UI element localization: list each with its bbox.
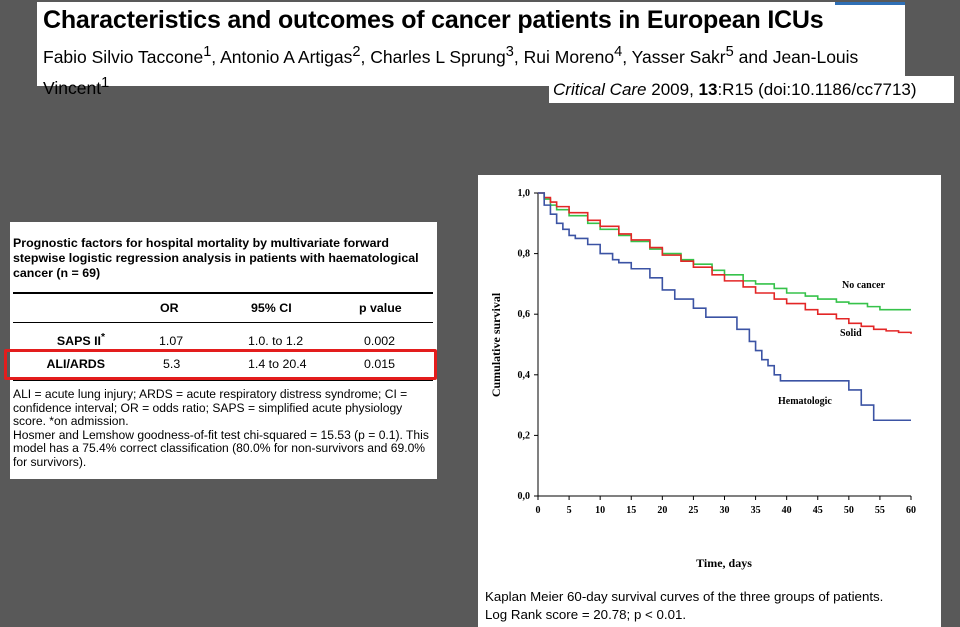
paper-title: Characteristics and outcomes of cancer p… xyxy=(43,6,824,34)
author-affiliation: 4 xyxy=(614,44,623,60)
column-header-ci: 95% CI xyxy=(251,301,292,315)
x-tick-label: 50 xyxy=(844,505,854,516)
x-axis-label: Time, days xyxy=(696,556,752,570)
figure-caption-line: Log Rank score = 20.78; p < 0.01. xyxy=(485,607,687,622)
table-caption: Prognostic factors for hospital mortalit… xyxy=(13,236,419,280)
author-separator: , xyxy=(513,46,524,67)
citation-volume: 13 xyxy=(698,80,718,99)
footnote-abbreviations: ALI = acute lung injury; ARDS = acute re… xyxy=(13,387,408,429)
x-tick-label: 45 xyxy=(813,505,823,516)
x-tick-label: 15 xyxy=(626,505,636,516)
author-name: Fabio Silvio Taccone xyxy=(43,46,204,67)
column-header-p: p value xyxy=(359,301,402,315)
y-tick-label: 0,2 xyxy=(518,430,531,441)
table-cell-or: 5.3 xyxy=(163,357,181,371)
author-affiliation: 3 xyxy=(505,44,514,60)
header-accent-bar xyxy=(835,2,905,5)
author-name: Charles L Sprung xyxy=(370,46,506,67)
y-tick-label: 0,6 xyxy=(518,309,531,320)
citation-year: 2009, xyxy=(646,80,699,99)
table-top-rule xyxy=(13,292,433,294)
y-tick-label: 0,4 xyxy=(518,370,531,381)
footnote-model-fit: Hosmer and Lemshow goodness-of-fit test … xyxy=(13,427,429,469)
author-affiliation: 2 xyxy=(352,44,361,60)
author-affiliation: 1 xyxy=(203,44,212,60)
x-tick-label: 35 xyxy=(751,505,761,516)
x-tick-label: 55 xyxy=(875,505,885,516)
table-cell-ci: 1.0. to 1.2 xyxy=(248,334,304,348)
journal-name: Critical Care xyxy=(553,80,647,99)
survival-curve-no-cancer xyxy=(538,192,911,311)
x-tick-label: 30 xyxy=(720,505,730,516)
figure-caption-line: Kaplan Meier 60-day survival curves of t… xyxy=(485,589,884,604)
table-cell-p: 0.015 xyxy=(364,357,396,371)
table-cell-p: 0.002 xyxy=(364,334,396,348)
legend-label-solid: Solid xyxy=(840,328,862,339)
survival-figure: Cumulative survival Time, days No cancer… xyxy=(478,175,941,627)
x-tick-label: 60 xyxy=(906,505,916,516)
author-name: Yasser Sakr xyxy=(631,46,726,67)
author-list: Fabio Silvio Taccone1, Antonio A Artigas… xyxy=(43,39,888,101)
survival-chart: Cumulative survival Time, days No cancer… xyxy=(489,188,916,570)
x-tick-label: 25 xyxy=(688,505,698,516)
factor-footnote-mark: * xyxy=(100,332,105,343)
x-tick-label: 0 xyxy=(536,505,541,516)
author-separator: and xyxy=(733,46,773,67)
table-bottom-rule xyxy=(13,379,433,381)
table-row-factor: SAPS II* xyxy=(57,332,105,348)
x-tick-label: 20 xyxy=(657,505,667,516)
x-tick-label: 5 xyxy=(567,505,572,516)
y-tick-label: 1,0 xyxy=(518,188,531,199)
author-name: Antonio A Artigas xyxy=(220,46,353,67)
paper-header: Characteristics and outcomes of cancer p… xyxy=(37,2,905,98)
y-axis-label: Cumulative survival xyxy=(489,292,503,397)
citation: Critical Care 2009, 13:R15 (doi:10.1186/… xyxy=(549,76,954,103)
legend-label-hematologic: Hematologic xyxy=(778,396,832,407)
highlight-box xyxy=(4,349,437,380)
x-tick-label: 10 xyxy=(595,505,605,516)
author-name: Rui Moreno xyxy=(523,46,615,67)
legend-label-no-cancer: No cancer xyxy=(842,280,886,291)
column-header-or: OR xyxy=(160,301,179,315)
table-footnote: ALI = acute lung injury; ARDS = acute re… xyxy=(13,387,435,470)
y-tick-label: 0,8 xyxy=(518,249,531,260)
survival-curve-hematologic xyxy=(538,192,911,422)
y-tick-label: 0,0 xyxy=(518,491,531,502)
author-affiliation: 5 xyxy=(725,44,734,60)
citation-doi: :R15 (doi:10.1186/cc7713) xyxy=(717,80,917,99)
survival-curve-solid xyxy=(538,192,912,334)
figure-caption: Kaplan Meier 60-day survival curves of t… xyxy=(485,588,935,624)
author-separator: , xyxy=(622,46,632,67)
author-name: Jean-Louis Vincent xyxy=(43,46,859,98)
factor-label: SAPS II xyxy=(56,334,101,349)
author-separator: , xyxy=(211,46,221,67)
table-header-rule xyxy=(13,322,433,323)
table-row-factor: ALI/ARDS xyxy=(46,357,105,371)
author-affiliation: 1 xyxy=(101,74,110,91)
table-cell-or: 1.07 xyxy=(159,334,184,348)
author-separator: , xyxy=(360,46,371,67)
x-tick-label: 40 xyxy=(782,505,792,516)
table-cell-ci: 1.4 to 20.4 xyxy=(248,357,307,371)
